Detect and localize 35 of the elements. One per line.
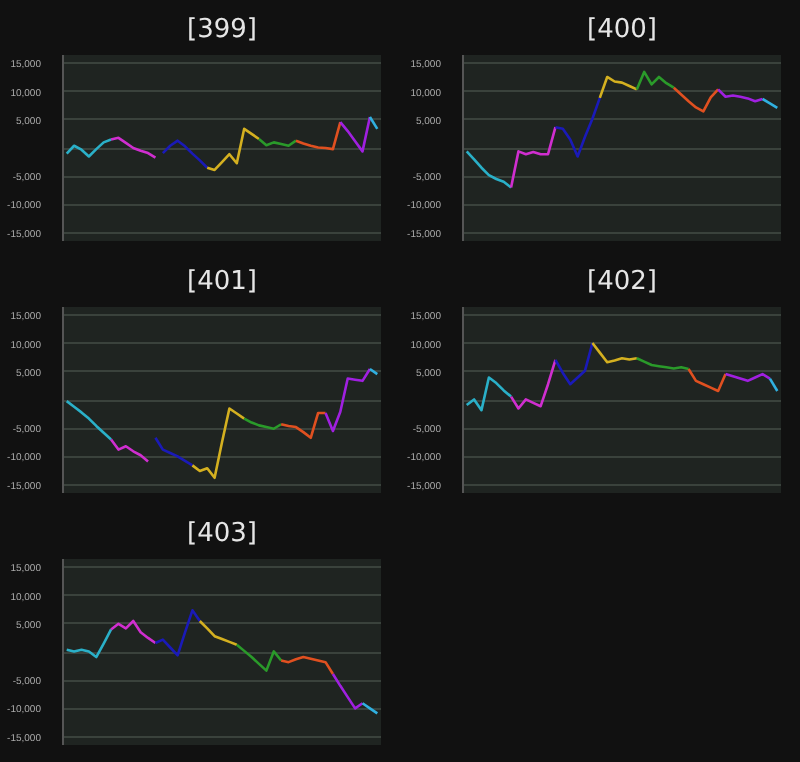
- line-series: [109, 136, 157, 159]
- line-series: [554, 341, 594, 386]
- chart-title: [399]: [187, 15, 257, 45]
- line-series: [154, 608, 202, 657]
- line-series: [324, 367, 372, 433]
- line-series: [65, 628, 113, 659]
- line-series: [161, 139, 209, 170]
- chart-title: [403]: [187, 519, 257, 549]
- line-series: [509, 125, 557, 189]
- line-series: [279, 411, 327, 440]
- line-series: [65, 399, 113, 441]
- line-series: [687, 367, 727, 393]
- line-series: [294, 120, 342, 151]
- line-series: [598, 75, 639, 100]
- chart-title: [402]: [587, 267, 657, 297]
- chart-title: [401]: [187, 267, 257, 297]
- line-series: [109, 438, 150, 463]
- line-series: [205, 127, 261, 172]
- line-series: [191, 407, 246, 480]
- line-series: [591, 341, 639, 364]
- line-series: [198, 619, 239, 646]
- line-series: [509, 358, 557, 410]
- line-series: [109, 619, 157, 645]
- line-series: [339, 115, 372, 153]
- line-series: [154, 436, 194, 467]
- line-series: [65, 138, 113, 158]
- line-series: [279, 655, 335, 676]
- line-series: [331, 672, 364, 710]
- line-series: [465, 150, 513, 189]
- line-series: [235, 643, 283, 672]
- line-series: [672, 86, 720, 113]
- line-series: [635, 70, 676, 91]
- chart-title: [400]: [587, 15, 657, 45]
- line-series: [465, 376, 513, 412]
- line-series: [554, 96, 602, 158]
